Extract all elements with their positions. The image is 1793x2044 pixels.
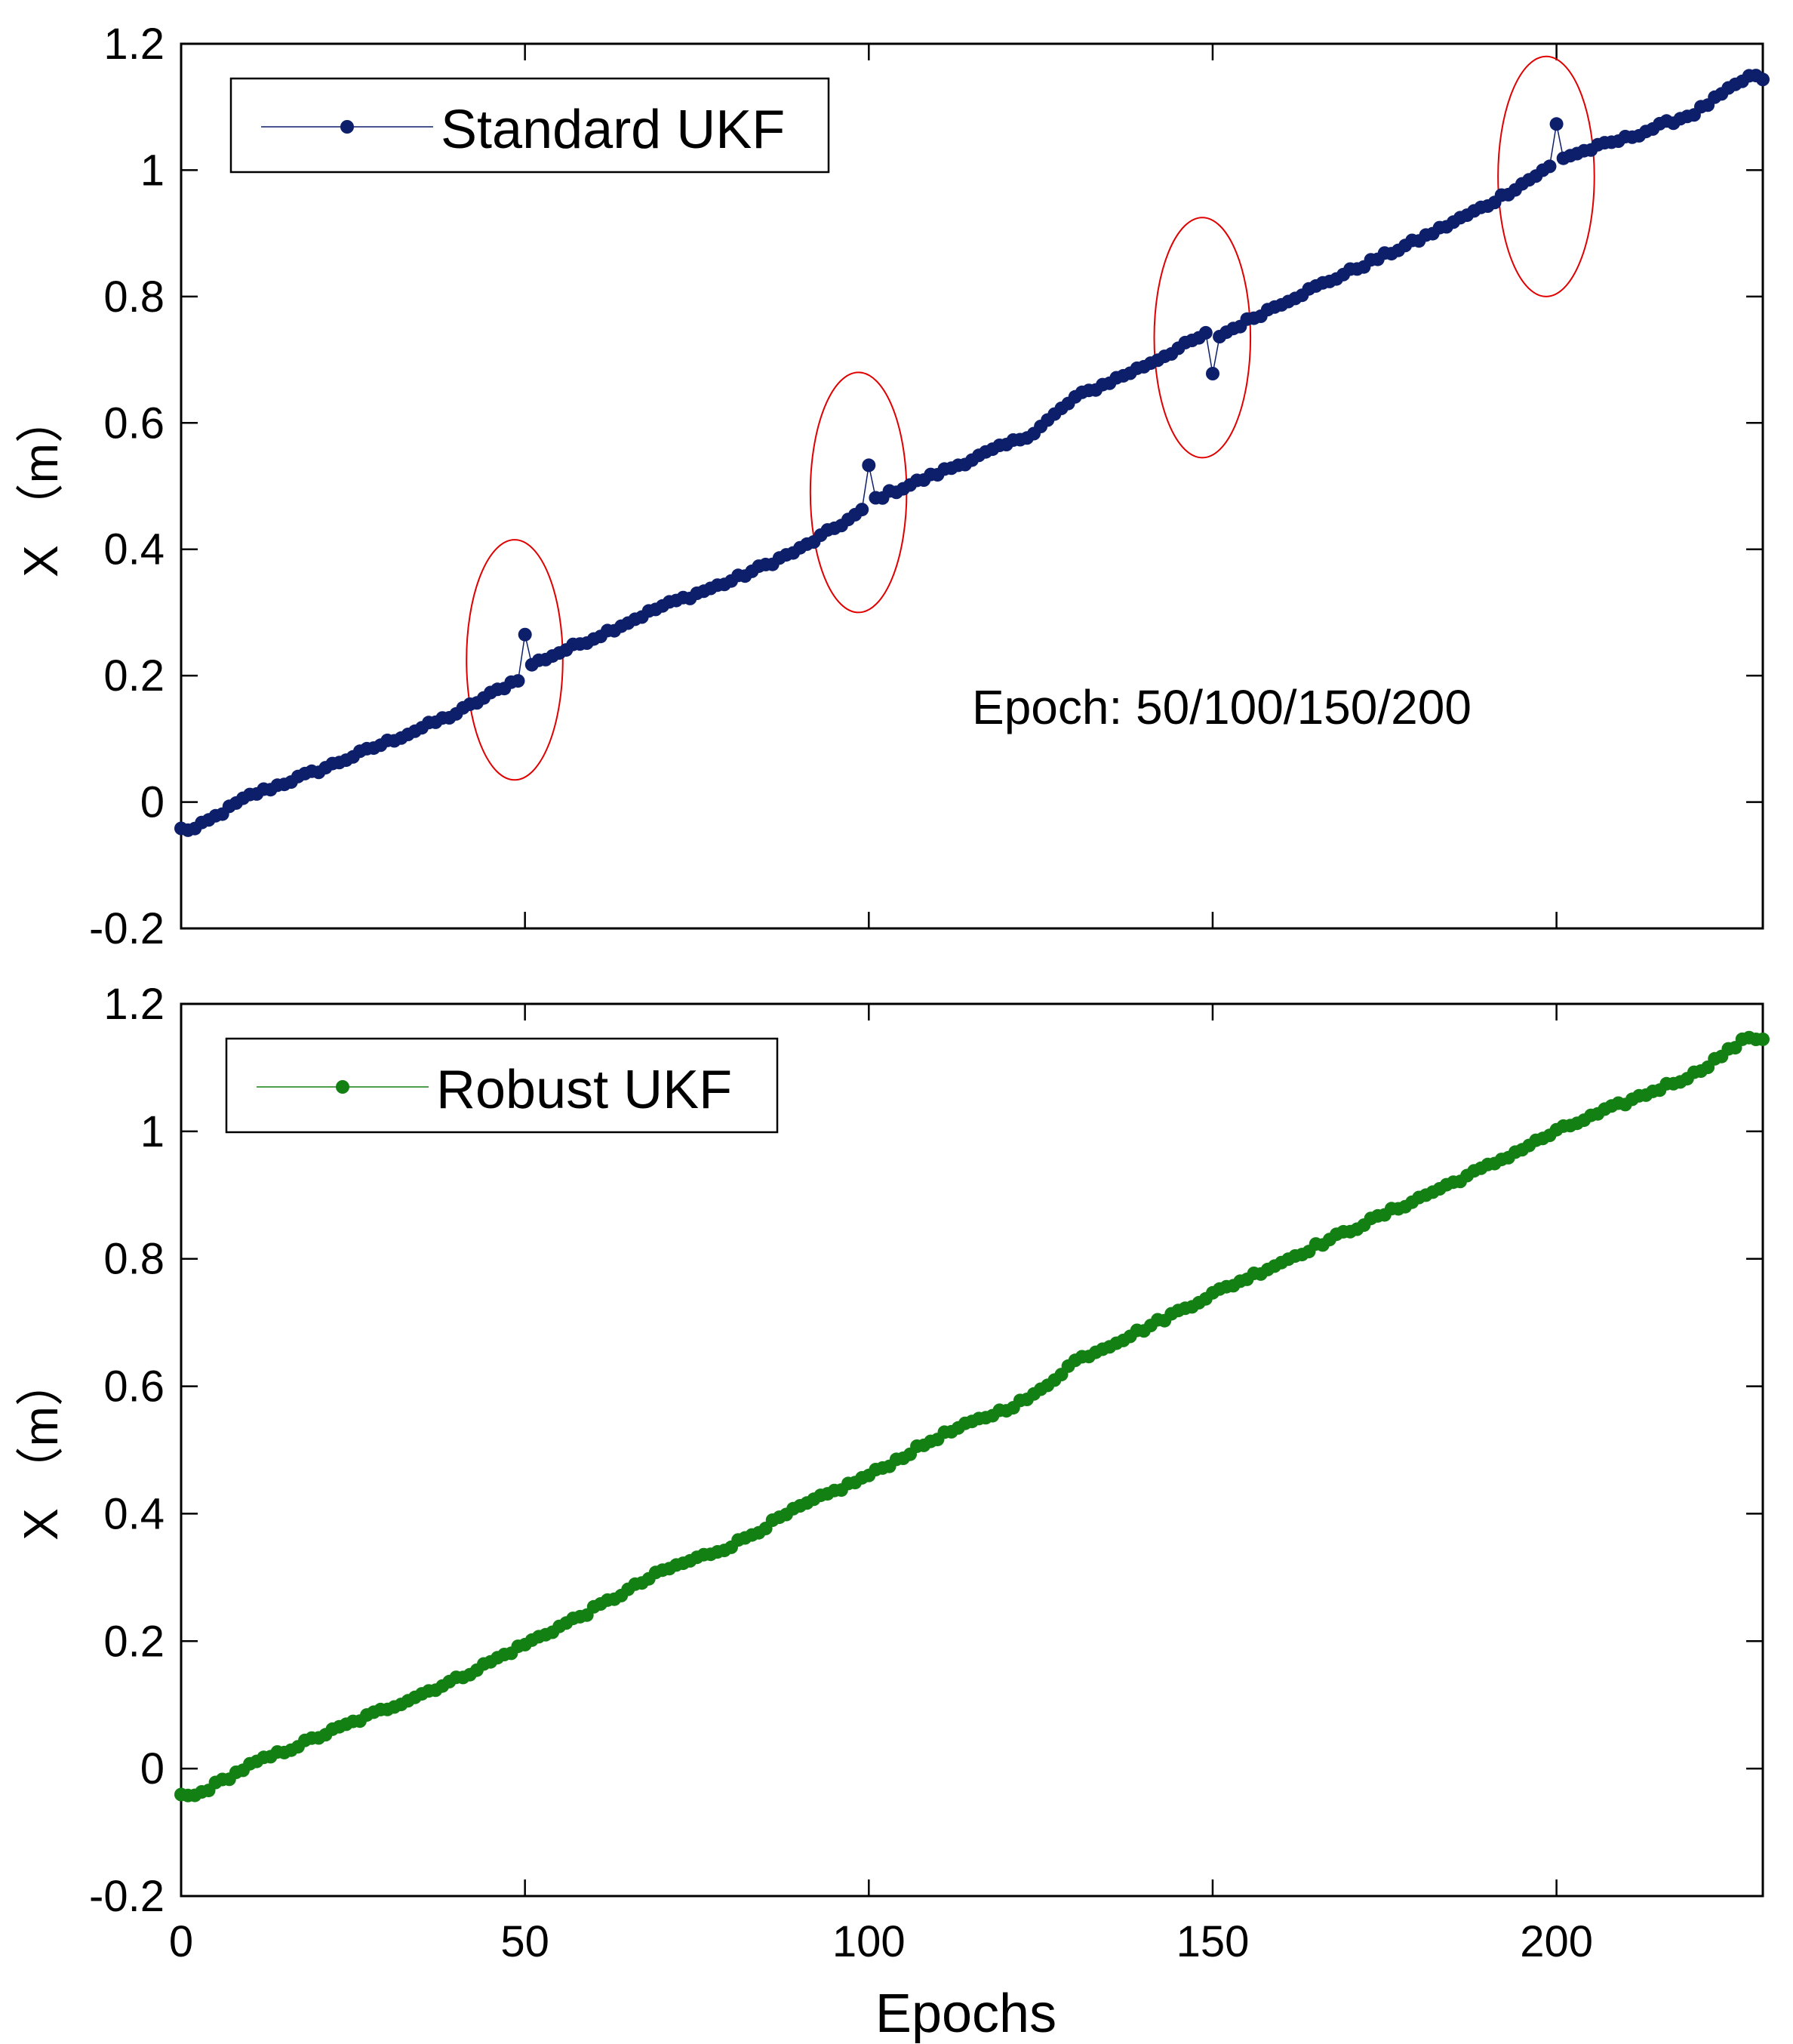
- y-tick-label: 1.2: [103, 980, 165, 1029]
- legend: Robust UKF: [225, 1037, 779, 1134]
- axis-ticks: [180, 1002, 1763, 1898]
- y-tick-label: 1: [140, 146, 165, 195]
- legend-label: Standard UKF: [441, 100, 785, 160]
- y-tick-label: 0.4: [103, 525, 165, 574]
- legend: Standard UKF: [229, 77, 830, 174]
- y-tick-label: 0: [140, 778, 165, 827]
- data-point: [1206, 367, 1219, 380]
- axis-ticks: [180, 42, 1763, 930]
- data-point: [511, 674, 525, 688]
- y-tick-label: 1: [140, 1107, 165, 1156]
- x-tick-label: 150: [1176, 1917, 1250, 1966]
- legend-marker: [340, 120, 354, 134]
- y-axis-label: X （m）: [14, 395, 68, 577]
- y-tick-label: 0: [140, 1744, 165, 1793]
- series-robust-ukf: [174, 1030, 1770, 1802]
- legend-box: [225, 1037, 779, 1134]
- tick-labels: -0.2 0 0.2 0.4 0.6 0.8 1 1.2: [89, 20, 165, 953]
- data-point: [862, 458, 876, 473]
- x-tick-label: 100: [832, 1917, 906, 1966]
- x-tick-label: 200: [1520, 1917, 1593, 1966]
- y-tick-label: 1.2: [103, 20, 165, 69]
- data-point: [855, 503, 869, 517]
- y-tick-label: 0.2: [103, 651, 165, 700]
- y-tick-label: 0.2: [103, 1617, 165, 1666]
- data-point: [1542, 159, 1557, 174]
- highlight-ellipse: [1497, 55, 1595, 297]
- y-tick-label: 0.6: [103, 399, 165, 448]
- data-point: [1549, 117, 1564, 131]
- y-tick-label: -0.2: [89, 1872, 165, 1921]
- data-point: [518, 627, 532, 642]
- y-tick-label: 0.4: [103, 1489, 165, 1538]
- highlight-ellipse: [1153, 217, 1252, 459]
- y-tick-label: 0.6: [103, 1362, 165, 1411]
- legend-box: [229, 77, 830, 174]
- panel-robust-ukf: -0.200.20.40.60.811.20 50 100 150 200 X （m） …: [14, 980, 1770, 2044]
- plot-frame: [180, 1002, 1764, 1898]
- panel-standard-ukf: -0.2 0 0.2 0.4 0.6 0.8 1 1.2 X （m） Epoch: 50/10…: [14, 20, 1770, 953]
- y-tick-label: -0.2: [89, 904, 165, 953]
- tick-labels: -0.200.20.40.60.811.20 50 100 150 200: [89, 980, 1593, 1966]
- epoch-annotation: Epoch: 50/100/150/200: [972, 680, 1472, 734]
- series-standard-ukf: [174, 69, 1770, 837]
- x-tick-label: 50: [500, 1917, 549, 1966]
- data-point: [1198, 325, 1213, 340]
- y-tick-label: 0.8: [103, 272, 165, 322]
- legend-label: Robust UKF: [436, 1060, 732, 1120]
- x-axis-label: Epochs: [875, 1984, 1056, 2044]
- y-axis-label: X （m）: [14, 1358, 68, 1541]
- x-tick-label: 0: [169, 1917, 193, 1966]
- y-tick-label: 0.8: [103, 1235, 165, 1284]
- data-point: [1756, 72, 1770, 87]
- legend-marker: [336, 1080, 349, 1094]
- data-point: [1756, 1032, 1770, 1046]
- highlight-ellipse: [466, 539, 564, 781]
